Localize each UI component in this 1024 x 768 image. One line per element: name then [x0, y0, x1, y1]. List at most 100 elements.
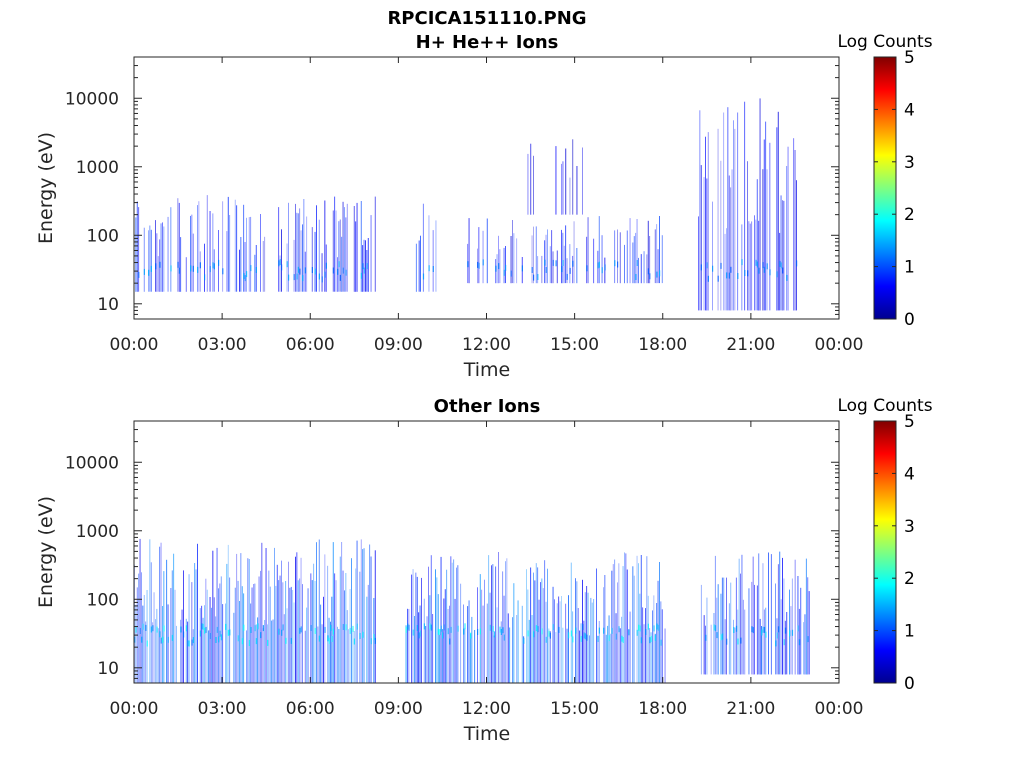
low-energy-cell — [314, 627, 316, 634]
low-energy-cell — [463, 628, 465, 635]
energy-column — [338, 629, 340, 683]
low-energy-cell — [777, 626, 780, 633]
energy-column — [787, 146, 789, 311]
energy-column — [226, 231, 228, 292]
energy-column — [720, 593, 722, 675]
energy-column — [794, 559, 796, 675]
low-energy-cell — [366, 263, 368, 270]
energy-column — [300, 557, 302, 683]
low-energy-cell — [598, 261, 600, 268]
low-energy-cell — [255, 638, 257, 645]
energy-column — [227, 544, 229, 683]
low-energy-cell — [726, 638, 728, 645]
energy-column — [724, 233, 726, 311]
energy-column — [531, 235, 533, 284]
low-energy-cell — [241, 638, 243, 645]
low-energy-cell — [314, 268, 316, 275]
energy-column — [540, 582, 541, 683]
energy-column — [192, 629, 194, 683]
energy-column — [226, 563, 228, 683]
energy-column — [728, 603, 730, 675]
energy-column — [699, 110, 701, 311]
low-energy-cell — [489, 624, 491, 631]
energy-column — [576, 166, 578, 215]
low-energy-cell — [657, 624, 659, 631]
energy-column — [341, 542, 343, 683]
low-energy-cell — [776, 271, 778, 278]
low-energy-cell — [213, 263, 215, 270]
energy-column — [636, 555, 638, 683]
low-energy-cell — [582, 624, 584, 630]
energy-column — [454, 598, 456, 683]
energy-column — [744, 609, 746, 675]
energy-column — [563, 245, 565, 284]
energy-column — [415, 243, 417, 292]
energy-column — [428, 215, 430, 292]
energy-column — [652, 610, 653, 683]
energy-column — [188, 574, 190, 683]
energy-column — [468, 218, 470, 284]
energy-column — [488, 555, 490, 683]
energy-column — [768, 552, 769, 675]
energy-column — [639, 593, 641, 683]
energy-column — [554, 599, 555, 683]
energy-column — [467, 606, 469, 683]
low-energy-cell — [608, 635, 610, 642]
energy-column — [499, 249, 501, 284]
low-energy-cell — [216, 626, 218, 633]
low-energy-cell — [762, 262, 764, 269]
low-energy-cell — [324, 271, 326, 278]
low-energy-cell — [570, 630, 572, 637]
energy-column — [216, 547, 218, 683]
x-axis-label: Time — [463, 359, 511, 381]
energy-column — [640, 254, 642, 284]
low-energy-cell — [255, 267, 257, 273]
energy-column — [167, 604, 169, 683]
energy-column — [316, 205, 317, 292]
low-energy-cell — [185, 625, 187, 632]
low-energy-cell — [412, 629, 414, 636]
energy-column — [482, 230, 484, 284]
energy-column — [793, 138, 795, 311]
energy-column — [148, 230, 149, 292]
energy-column — [240, 237, 242, 292]
low-energy-cell — [338, 261, 340, 268]
energy-column — [624, 552, 625, 683]
energy-column — [160, 223, 162, 292]
low-energy-cell — [204, 274, 206, 281]
energy-column — [327, 565, 329, 683]
energy-column — [742, 599, 744, 675]
energy-column — [492, 564, 494, 683]
energy-column — [367, 584, 369, 683]
energy-column — [758, 553, 760, 675]
energy-column — [796, 180, 797, 311]
low-energy-cell — [603, 627, 605, 634]
low-energy-cell — [437, 628, 439, 635]
low-energy-cell — [783, 639, 785, 646]
colorbar-tick-label: 5 — [904, 48, 915, 68]
low-energy-cell — [548, 630, 550, 637]
energy-column — [587, 592, 589, 683]
energy-column — [632, 242, 634, 284]
energy-column — [236, 205, 238, 292]
x-tick-label: 00:00 — [110, 335, 159, 355]
low-energy-cell — [199, 630, 201, 637]
x-tick-label: 00:00 — [110, 699, 159, 719]
energy-column — [202, 617, 204, 683]
x-tick-label: 06:00 — [286, 335, 335, 355]
energy-column — [335, 210, 337, 292]
low-energy-cell — [299, 268, 301, 275]
low-energy-cell — [243, 624, 245, 631]
energy-column — [646, 556, 648, 683]
low-energy-cell — [758, 267, 760, 274]
low-energy-cell — [304, 267, 306, 274]
energy-column — [784, 620, 786, 675]
low-energy-cell — [493, 631, 495, 638]
energy-column — [569, 244, 571, 284]
low-energy-cell — [310, 625, 312, 631]
energy-column — [561, 229, 562, 284]
low-energy-cell — [405, 626, 407, 633]
energy-column — [748, 588, 750, 675]
low-energy-cell — [257, 623, 259, 630]
low-energy-cell — [419, 630, 421, 637]
